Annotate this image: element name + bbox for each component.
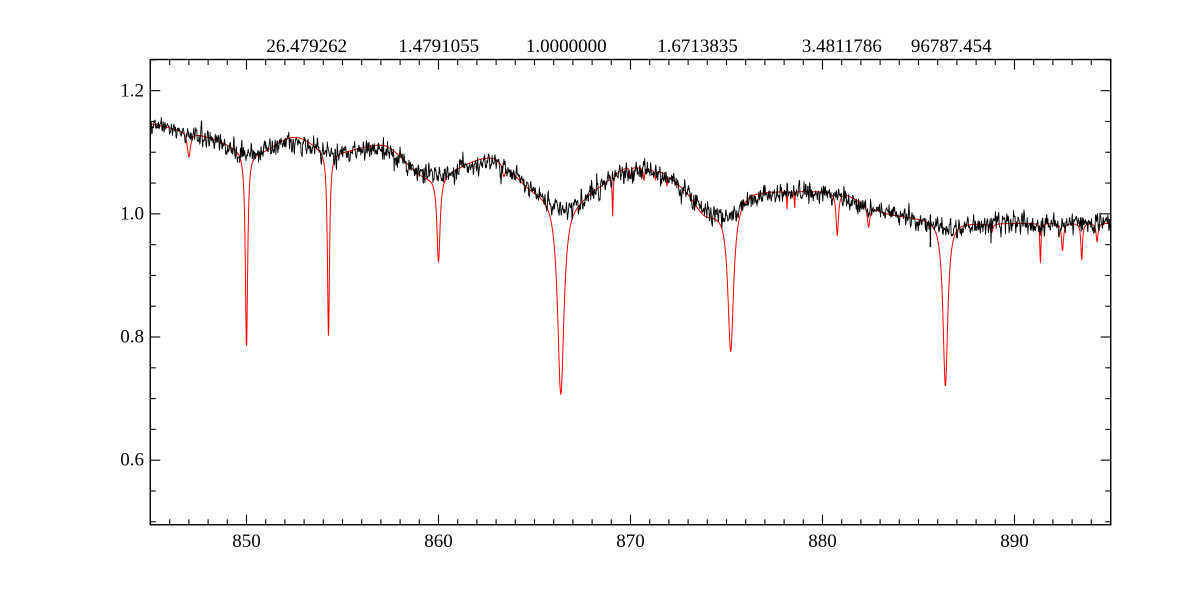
svg-text:26.479262: 26.479262 <box>266 36 347 57</box>
svg-text:850: 850 <box>232 531 261 552</box>
svg-text:0.8: 0.8 <box>120 327 144 348</box>
svg-text:3.4811786: 3.4811786 <box>802 36 882 57</box>
svg-text:96787.454: 96787.454 <box>911 36 992 57</box>
svg-text:1.0: 1.0 <box>120 204 144 225</box>
svg-text:890: 890 <box>1000 531 1029 552</box>
svg-text:1.2: 1.2 <box>120 81 144 102</box>
svg-text:860: 860 <box>424 531 453 552</box>
svg-text:1.6713835: 1.6713835 <box>657 36 738 57</box>
svg-text:880: 880 <box>808 531 837 552</box>
svg-text:1.4791055: 1.4791055 <box>398 36 479 57</box>
svg-text:0.6: 0.6 <box>120 450 144 471</box>
svg-text:870: 870 <box>616 531 645 552</box>
svg-text:1.0000000: 1.0000000 <box>526 36 607 57</box>
